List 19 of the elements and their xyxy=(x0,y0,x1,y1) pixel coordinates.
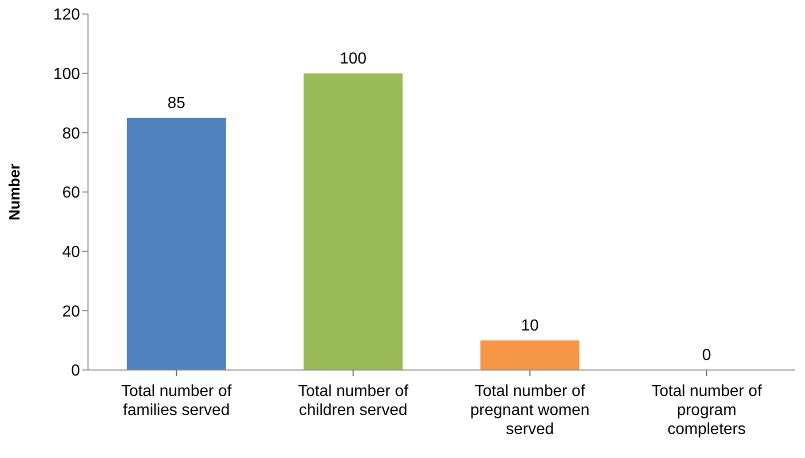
y-axis-title: Number xyxy=(6,164,24,220)
x-tick-label: Total number of families served xyxy=(121,383,232,419)
data-label: 100 xyxy=(340,50,367,68)
bar xyxy=(304,73,403,370)
y-tick-label: 20 xyxy=(62,303,80,320)
y-tick-label: 80 xyxy=(62,125,80,142)
y-tick-label: 100 xyxy=(53,66,80,84)
data-label: 10 xyxy=(520,317,539,334)
x-tick-label: Total number of pregnant women served xyxy=(470,383,590,438)
bar xyxy=(480,340,580,370)
y-tick-label: 60 xyxy=(62,184,80,202)
bar xyxy=(126,118,226,370)
x-tick-label: Total number of program completers xyxy=(651,383,762,438)
data-label: 0 xyxy=(702,347,712,364)
data-label: 85 xyxy=(167,94,186,112)
y-tick-label: 40 xyxy=(62,244,80,262)
y-tick-label: 0 xyxy=(71,362,80,380)
y-tick-label: 120 xyxy=(53,6,80,24)
x-tick-label: Total number of children served xyxy=(298,383,409,419)
